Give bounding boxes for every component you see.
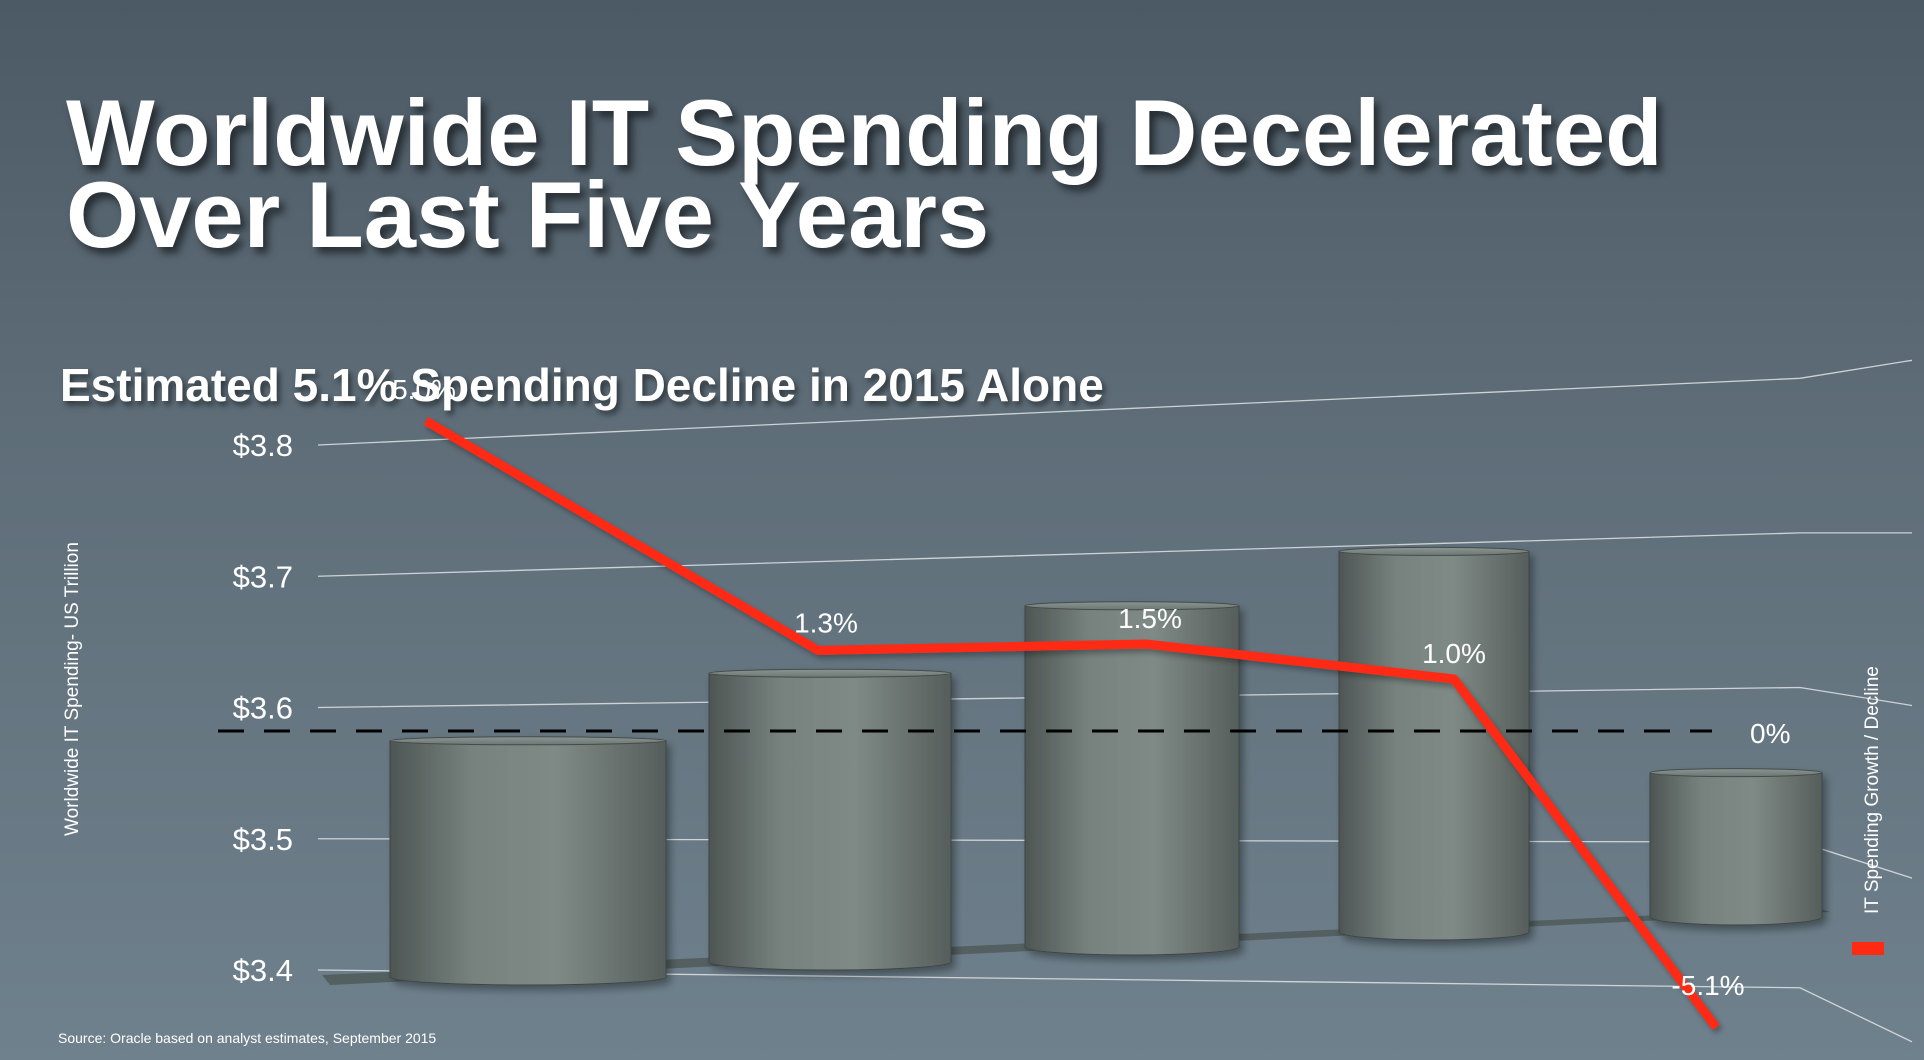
bar	[1649, 768, 1823, 926]
growth-labels: 5.0% 1.3% 1.5% 1.0% -5.1%	[392, 374, 1744, 1001]
y-tick-label: $3.4	[233, 953, 293, 988]
gridline	[317, 969, 1913, 1043]
chart-subtitle: Estimated 5.1% Spending Decline in 2015 …	[60, 359, 1104, 411]
growth-point	[1145, 643, 1147, 645]
legend-swatch	[1852, 942, 1884, 955]
growth-label: 1.3%	[794, 607, 858, 638]
growth-point	[425, 420, 427, 422]
title-line-1: Worldwide IT Spending Decelerated	[66, 80, 1663, 185]
bar	[708, 668, 952, 971]
bars	[389, 546, 1823, 986]
page-title: Worldwide IT Spending Decelerated Over L…	[66, 80, 1663, 267]
growth-label: -5.1%	[1671, 970, 1744, 1001]
bar	[1024, 601, 1240, 956]
source-note: Source: Oracle based on analyst estimate…	[58, 1030, 437, 1046]
growth-point	[1715, 1026, 1717, 1029]
growth-label: 1.5%	[1118, 603, 1182, 634]
growth-point	[817, 649, 819, 652]
gridline	[317, 532, 1912, 577]
bar	[1338, 546, 1530, 941]
title-line-2: Over Last Five Years	[66, 162, 990, 267]
y-tick-label: $3.7	[233, 559, 293, 594]
y-tick-label: $3.6	[233, 691, 293, 726]
y2-axis-label: IT Spending Growth / Decline	[1862, 666, 1883, 914]
y-tick-label: $3.5	[233, 822, 293, 857]
growth-line	[423, 417, 1720, 1030]
bar	[389, 736, 667, 986]
growth-point	[1453, 678, 1455, 680]
growth-label: 1.0%	[1422, 638, 1486, 669]
y-axis-ticks: $3.8 $3.7 $3.6 $3.5 $3.4	[233, 428, 293, 988]
zero-label: 0%	[1750, 718, 1790, 749]
gridline	[317, 359, 1913, 446]
y-axis-label: Worldwide IT Spending- US Trillion	[62, 542, 83, 836]
y-tick-label: $3.8	[233, 428, 293, 463]
growth-label: 5.0%	[392, 374, 456, 405]
